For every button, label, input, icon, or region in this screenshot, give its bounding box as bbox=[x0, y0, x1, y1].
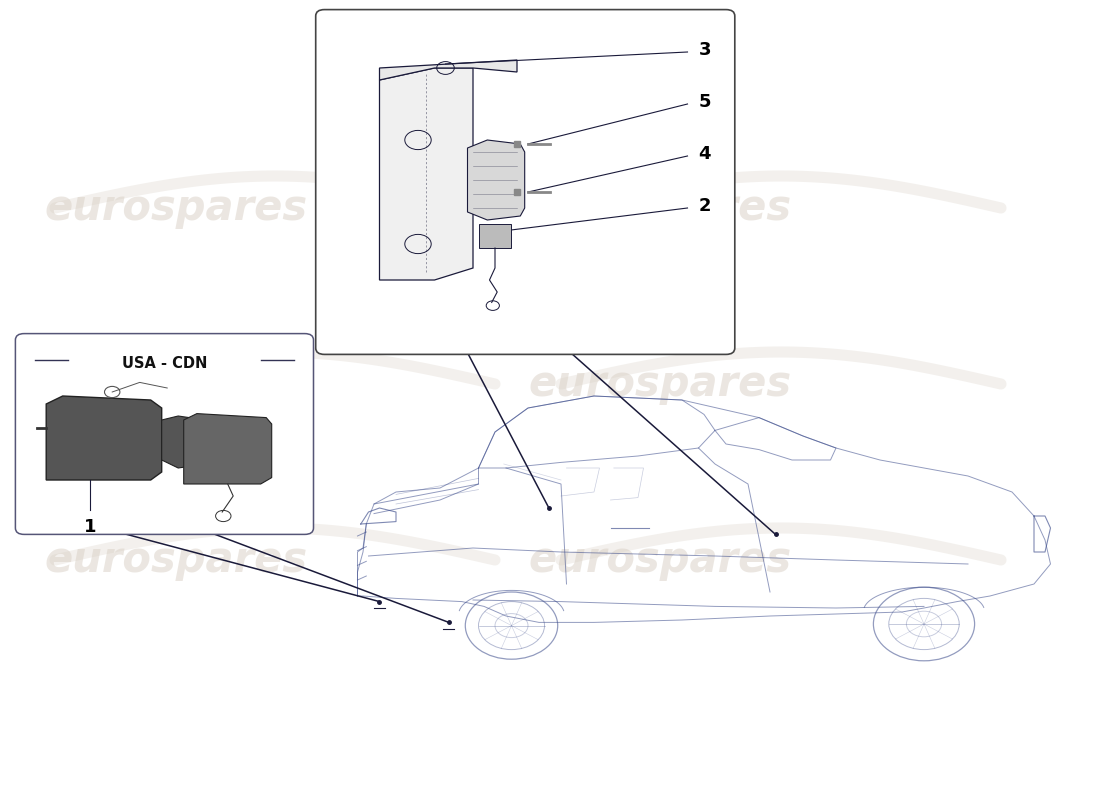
Polygon shape bbox=[468, 140, 525, 220]
Polygon shape bbox=[184, 414, 272, 484]
Polygon shape bbox=[478, 224, 512, 248]
Polygon shape bbox=[379, 68, 473, 280]
Text: 4: 4 bbox=[698, 145, 711, 162]
Text: 1: 1 bbox=[84, 518, 97, 536]
Text: 5: 5 bbox=[698, 93, 711, 110]
Polygon shape bbox=[379, 60, 517, 80]
Text: eurospares: eurospares bbox=[528, 187, 792, 229]
Text: eurospares: eurospares bbox=[44, 363, 308, 405]
Text: USA - CDN: USA - CDN bbox=[122, 356, 207, 371]
Text: 3: 3 bbox=[698, 41, 711, 58]
FancyBboxPatch shape bbox=[316, 10, 735, 354]
Text: eurospares: eurospares bbox=[44, 187, 308, 229]
Text: eurospares: eurospares bbox=[528, 363, 792, 405]
Text: 2: 2 bbox=[698, 197, 711, 214]
Polygon shape bbox=[46, 396, 162, 480]
Text: eurospares: eurospares bbox=[44, 539, 308, 581]
Polygon shape bbox=[162, 416, 206, 468]
FancyBboxPatch shape bbox=[15, 334, 313, 534]
Text: eurospares: eurospares bbox=[528, 539, 792, 581]
